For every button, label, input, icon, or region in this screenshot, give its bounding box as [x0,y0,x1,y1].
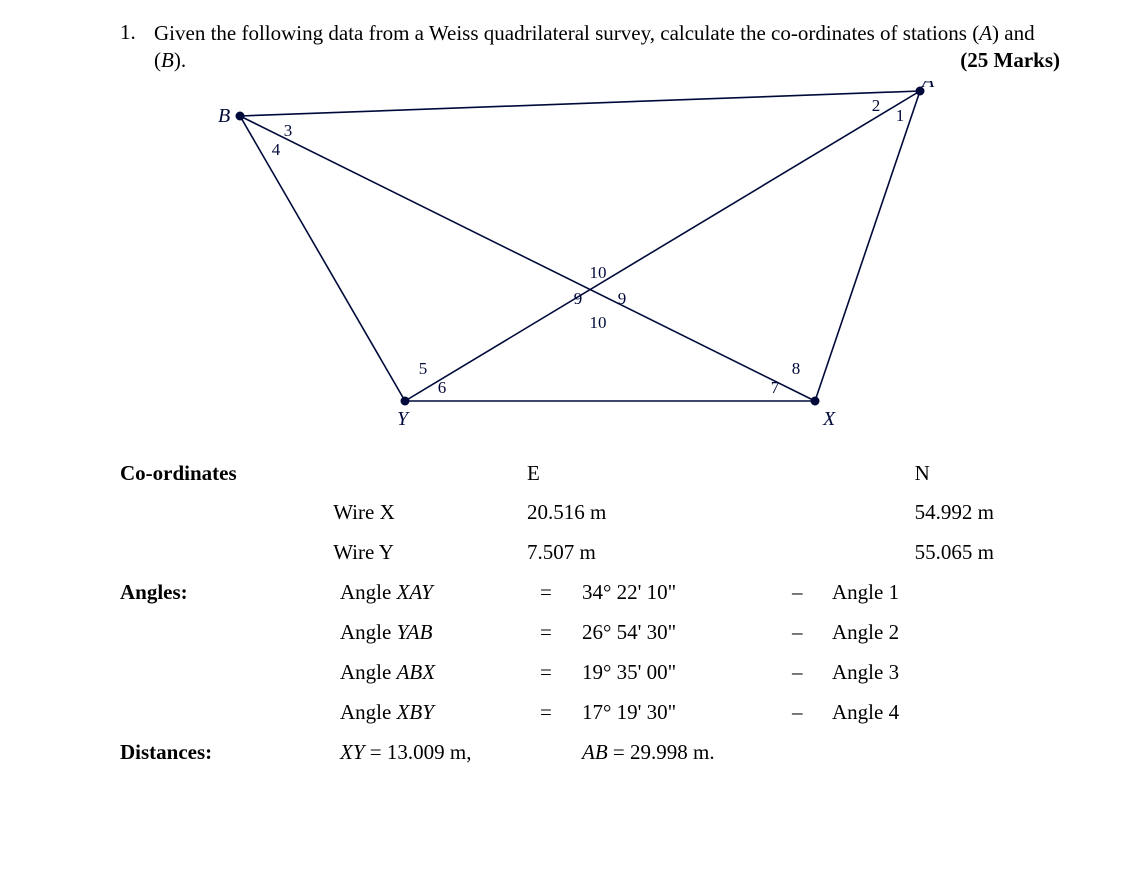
angle-value: 17° 19' 30" [582,693,792,733]
angle-label: Angle 3 [832,653,982,693]
angle-row: Angle YAB=26° 54' 30"–Angle 2 [120,613,1060,653]
dash: – [792,613,832,653]
svg-text:X: X [822,408,836,430]
svg-text:Y: Y [397,408,410,430]
xy-distance: XY = 13.009 m, [340,733,540,773]
angles-label: Angles: [120,580,188,604]
ab-distance: AB = 29.998 m. [582,733,792,773]
svg-text:9: 9 [574,289,583,308]
page: 1. Given the following data from a Weiss… [0,0,1140,793]
diagram: B A Y X 12 34 56 78 9 9 10 10 [180,81,1060,436]
coord-row: Wire X20.516 m 54.992 m [120,493,1060,533]
svg-text:7: 7 [771,378,780,397]
coord-row: Wire Y7.507 m 55.065 m [120,533,1060,573]
distances-label: Distances: [120,733,340,773]
qtext-prefix: Given the following data from a Weiss qu… [154,21,979,45]
svg-text:B: B [218,105,230,127]
xy-label: XY [340,740,365,764]
svg-text:2: 2 [872,96,881,115]
svg-text:3: 3 [284,121,293,140]
angle-name: Angle YAB [340,613,540,653]
marks: (25 Marks) [960,47,1060,74]
angle-value: 34° 22' 10" [582,573,792,613]
angle-label: Angle 4 [832,693,982,733]
coord-e: 7.507 m [527,533,731,573]
n-header: N [915,454,1060,494]
quadrilateral-svg: B A Y X 12 34 56 78 9 9 10 10 [180,81,940,431]
svg-text:1: 1 [896,106,905,125]
equals: = [540,613,582,653]
equals: = [540,573,582,613]
angle-row: Angle XBY=17° 19' 30"–Angle 4 [120,693,1060,733]
station-a: A [979,21,992,45]
xy-val: = 13.009 m, [370,740,472,764]
coord-n: 54.992 m [915,493,1060,533]
coordinates-header: Co-ordinates E N [120,454,1060,494]
dash: – [792,653,832,693]
coord-n: 55.065 m [915,533,1060,573]
angle-value: 19° 35' 00" [582,653,792,693]
angle-label: Angle 2 [832,613,982,653]
angle-row: Angles: Angle XAY=34° 22' 10"–Angle 1 [120,573,1060,613]
station-b: B [161,48,174,72]
distances-row: Distances: XY = 13.009 m, AB = 29.998 m. [120,733,1060,773]
ab-val: = 29.998 m. [613,740,715,764]
svg-text:10: 10 [590,313,607,332]
svg-text:9: 9 [618,289,627,308]
angle-value: 26° 54' 30" [582,613,792,653]
coord-name: Wire Y [333,533,527,573]
angle-row: Angle ABX=19° 35' 00"–Angle 3 [120,653,1060,693]
svg-text:A: A [920,81,935,92]
coord-e: 20.516 m [527,493,731,533]
coordinates-label: Co-ordinates [120,454,333,494]
svg-text:10: 10 [590,263,607,282]
svg-text:5: 5 [419,359,428,378]
svg-text:4: 4 [272,140,281,159]
angle-name: Angle XAY [340,573,540,613]
question-text: Given the following data from a Weiss qu… [154,20,1060,75]
question-number: 1. [120,20,154,45]
dash: – [792,693,832,733]
e-header: E [527,454,731,494]
coord-name: Wire X [333,493,527,533]
question-row: 1. Given the following data from a Weiss… [120,20,1060,75]
angle-name: Angle ABX [340,653,540,693]
angle-name: Angle XBY [340,693,540,733]
qtext-suffix: ). [174,48,186,72]
data-block: Co-ordinates E N Wire X20.516 m54.992 mW… [120,454,1060,773]
svg-text:8: 8 [792,359,801,378]
angle-label: Angle 1 [832,573,982,613]
equals: = [540,653,582,693]
dash: – [792,573,832,613]
equals: = [540,693,582,733]
svg-text:6: 6 [438,378,447,397]
ab-label: AB [582,740,608,764]
